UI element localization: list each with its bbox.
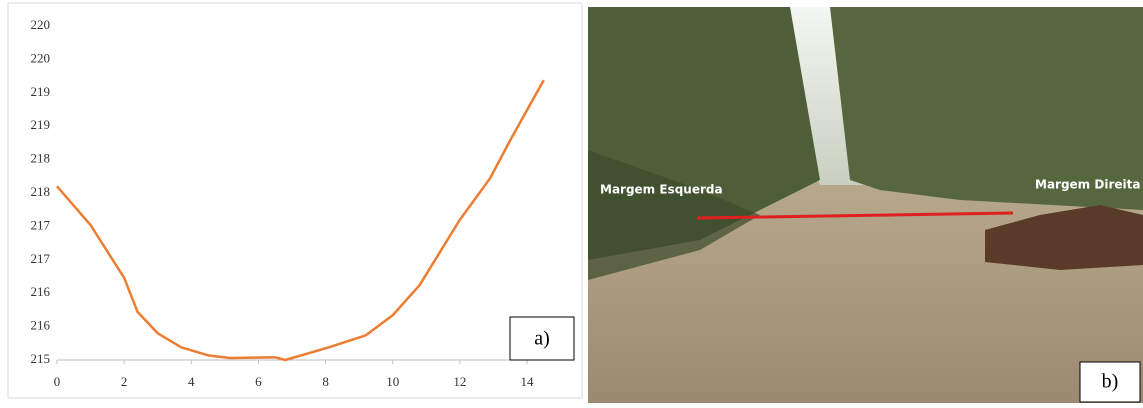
photo-label: Margem Direita <box>1035 178 1140 192</box>
y-tick-label: 215 <box>31 351 51 366</box>
x-tick-label: 12 <box>453 374 466 389</box>
y-tick-label: 218 <box>31 151 51 166</box>
y-tick-label: 219 <box>31 117 51 132</box>
photo-label: Margem Esquerda <box>600 183 723 197</box>
y-tick-label: 216 <box>31 318 51 333</box>
x-tick-label: 6 <box>255 374 262 389</box>
y-tick-label: 217 <box>31 217 51 232</box>
photo: Margem Esquerda Margem Direita b) <box>588 7 1143 403</box>
x-tick-label: 10 <box>386 374 399 389</box>
photo-caption: b) <box>1102 371 1119 393</box>
x-tick-label: 14 <box>521 374 535 389</box>
annotation: a) <box>534 328 550 350</box>
x-tick-label: 0 <box>54 374 61 389</box>
x-tick-label: 4 <box>188 374 195 389</box>
y-tick-label: 219 <box>31 84 51 99</box>
chart-frame <box>8 3 582 398</box>
y-tick-label: 217 <box>31 251 51 266</box>
y-tick-label: 220 <box>31 17 51 32</box>
y-tick-label: 220 <box>31 50 51 65</box>
x-tick-label: 8 <box>322 374 329 389</box>
x-tick-label: 2 <box>121 374 128 389</box>
y-tick-label: 218 <box>31 184 51 199</box>
y-tick-label: 216 <box>31 284 51 299</box>
figure: 215 216 216 217 217 218 218 219 219 220 220 0 2 4 6 8 10… <box>0 0 1143 403</box>
